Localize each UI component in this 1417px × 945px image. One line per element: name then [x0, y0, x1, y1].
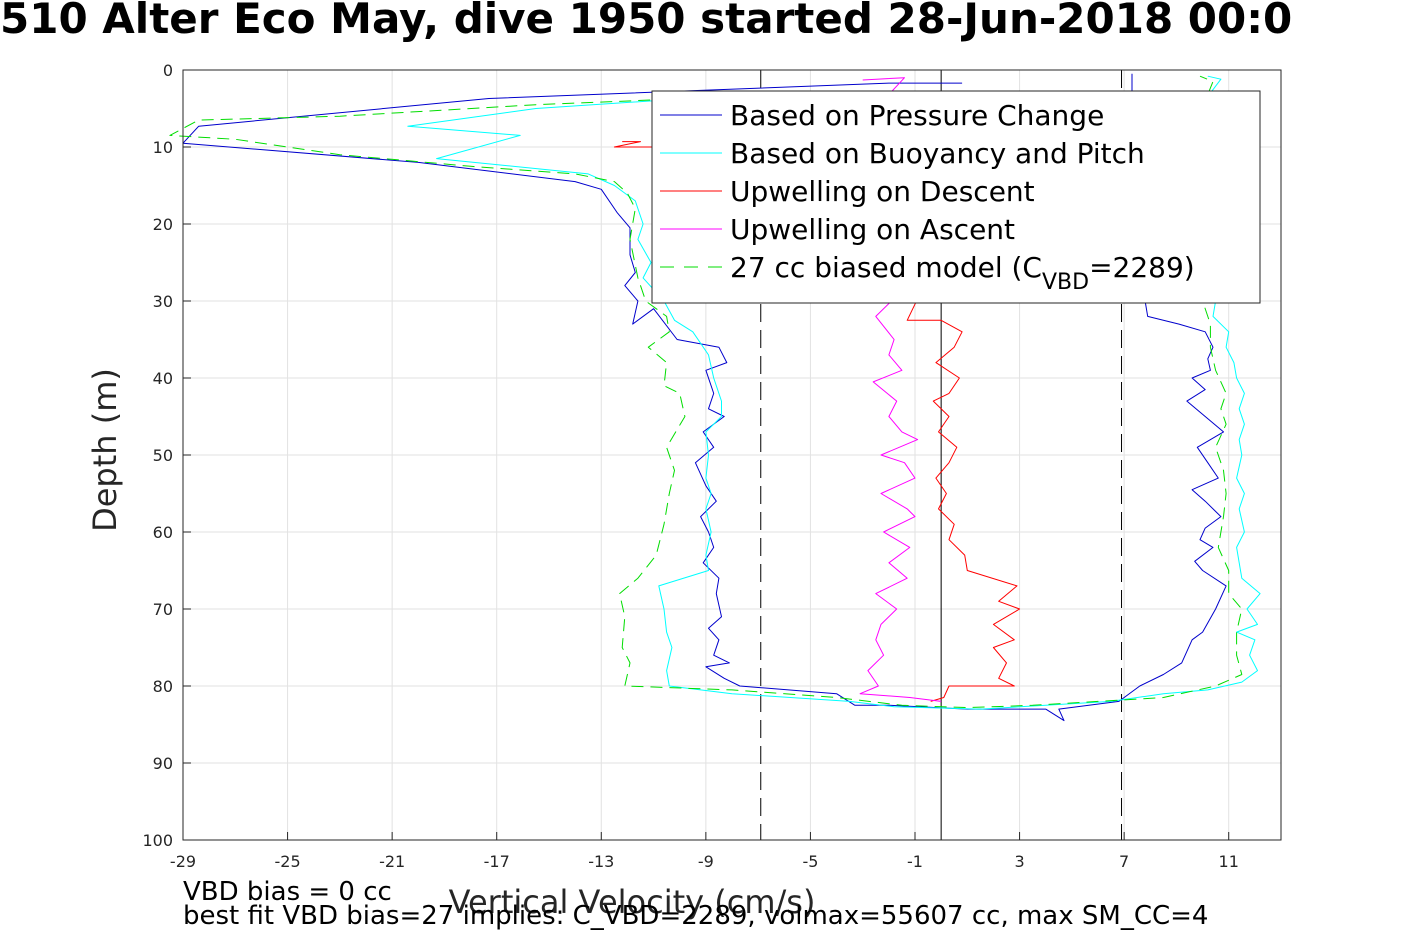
legend-entry: Upwelling on Ascent [730, 213, 1015, 246]
x-tick-label: -9 [698, 852, 714, 871]
x-tick-label: 11 [1219, 852, 1239, 871]
chart-title: 510 Alter Eco May, dive 1950 started 28-… [0, 0, 1293, 43]
x-tick-label: 3 [1014, 852, 1024, 871]
footer-best-fit: best fit VBD bias=27 implies: C_VBD=2289… [183, 901, 1209, 931]
y-tick-label: 70 [153, 600, 173, 619]
series-line-5 [169, 75, 1243, 709]
x-tick-label: 7 [1119, 852, 1129, 871]
y-tick-label: 100 [142, 831, 173, 850]
y-tick-label: 90 [153, 754, 173, 773]
y-tick-label: 50 [153, 446, 173, 465]
legend-box [651, 90, 1261, 304]
x-axis-label: Vertical Velocity (cm/s) [449, 883, 816, 921]
x-tick-label: -21 [379, 852, 405, 871]
y-tick-label: 80 [153, 677, 173, 696]
legend: Based on Pressure Change Based on Buoyanc… [651, 90, 1261, 304]
legend-entry: Based on Pressure Change [730, 99, 1104, 132]
x-tick-label: -1 [907, 852, 923, 871]
footer-vbd-bias: VBD bias = 0 cc [183, 877, 392, 907]
y-tick-label: 10 [153, 138, 173, 157]
y-axis-label: Depth (m) [86, 368, 124, 532]
x-tick-label: -25 [275, 852, 301, 871]
series-line-1 [182, 73, 1227, 722]
y-tick-label: 40 [153, 369, 173, 388]
y-tick-label: 30 [153, 292, 173, 311]
x-tick-label: -5 [802, 852, 818, 871]
x-tick-label: -13 [588, 852, 614, 871]
series-line-2 [407, 75, 1261, 710]
y-tick-label: 0 [163, 61, 173, 80]
legend-entry: Based on Buoyancy and Pitch [730, 137, 1145, 170]
tick-labels: -29 -25 -21 -17 -13 -9 -5 -1 3 7 11010203040506070… [142, 61, 1238, 871]
y-tick-label: 20 [153, 215, 173, 234]
legend-entry: Upwelling on Descent [730, 175, 1035, 208]
x-tick-label: -29 [170, 852, 196, 871]
x-tick-label: -17 [484, 852, 510, 871]
y-tick-label: 60 [153, 523, 173, 542]
legend-entry: 27 cc biased model (CVBD=2289) [730, 251, 1195, 295]
